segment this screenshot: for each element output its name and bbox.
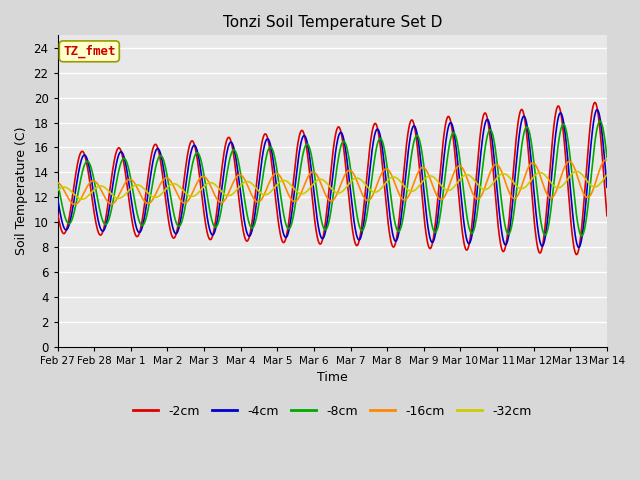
-8cm: [538, 223, 545, 229]
Legend: -2cm, -4cm, -8cm, -16cm, -32cm: -2cm, -4cm, -8cm, -16cm, -32cm: [128, 400, 536, 423]
-2cm: [591, 100, 598, 106]
-8cm: [490, 134, 497, 140]
-32cm: [603, 172, 611, 178]
-16cm: [54, 180, 61, 185]
-32cm: [573, 168, 580, 174]
-16cm: [603, 157, 611, 163]
-16cm: [418, 165, 426, 170]
-32cm: [54, 188, 61, 193]
-8cm: [176, 223, 184, 229]
-2cm: [163, 203, 170, 208]
-4cm: [54, 195, 61, 201]
-4cm: [538, 243, 545, 249]
-16cm: [490, 163, 497, 169]
Line: -2cm: -2cm: [58, 103, 607, 254]
-8cm: [596, 118, 604, 124]
-16cm: [602, 157, 610, 163]
-8cm: [417, 146, 425, 152]
-2cm: [538, 247, 545, 253]
-16cm: [163, 175, 171, 181]
Title: Tonzi Soil Temperature Set D: Tonzi Soil Temperature Set D: [223, 15, 442, 30]
-2cm: [417, 186, 425, 192]
-32cm: [176, 184, 184, 190]
-16cm: [71, 202, 79, 207]
Y-axis label: Soil Temperature (C): Soil Temperature (C): [15, 127, 28, 255]
Line: -32cm: -32cm: [58, 171, 607, 199]
-4cm: [237, 196, 245, 202]
Line: -8cm: -8cm: [58, 121, 607, 236]
-16cm: [538, 179, 546, 184]
-8cm: [54, 180, 61, 185]
-2cm: [54, 210, 61, 216]
-4cm: [417, 164, 425, 170]
-16cm: [176, 196, 184, 202]
-4cm: [593, 107, 601, 113]
-4cm: [603, 184, 611, 190]
-4cm: [163, 185, 170, 191]
-8cm: [578, 233, 586, 239]
-4cm: [575, 244, 582, 250]
-32cm: [163, 185, 171, 191]
-4cm: [176, 222, 184, 228]
-8cm: [603, 155, 611, 160]
-32cm: [490, 180, 497, 185]
-4cm: [490, 146, 497, 152]
-2cm: [237, 215, 245, 220]
-32cm: [418, 180, 426, 185]
-32cm: [538, 170, 546, 176]
-2cm: [603, 213, 611, 219]
-8cm: [163, 169, 170, 175]
-2cm: [176, 212, 184, 217]
-32cm: [78, 196, 86, 202]
Line: -16cm: -16cm: [58, 160, 607, 204]
X-axis label: Time: Time: [317, 372, 348, 384]
-2cm: [490, 168, 497, 173]
Line: -4cm: -4cm: [58, 110, 607, 247]
-2cm: [573, 252, 580, 257]
-16cm: [237, 173, 245, 179]
Text: TZ_fmet: TZ_fmet: [63, 45, 116, 58]
-32cm: [237, 181, 245, 187]
-8cm: [237, 174, 245, 180]
